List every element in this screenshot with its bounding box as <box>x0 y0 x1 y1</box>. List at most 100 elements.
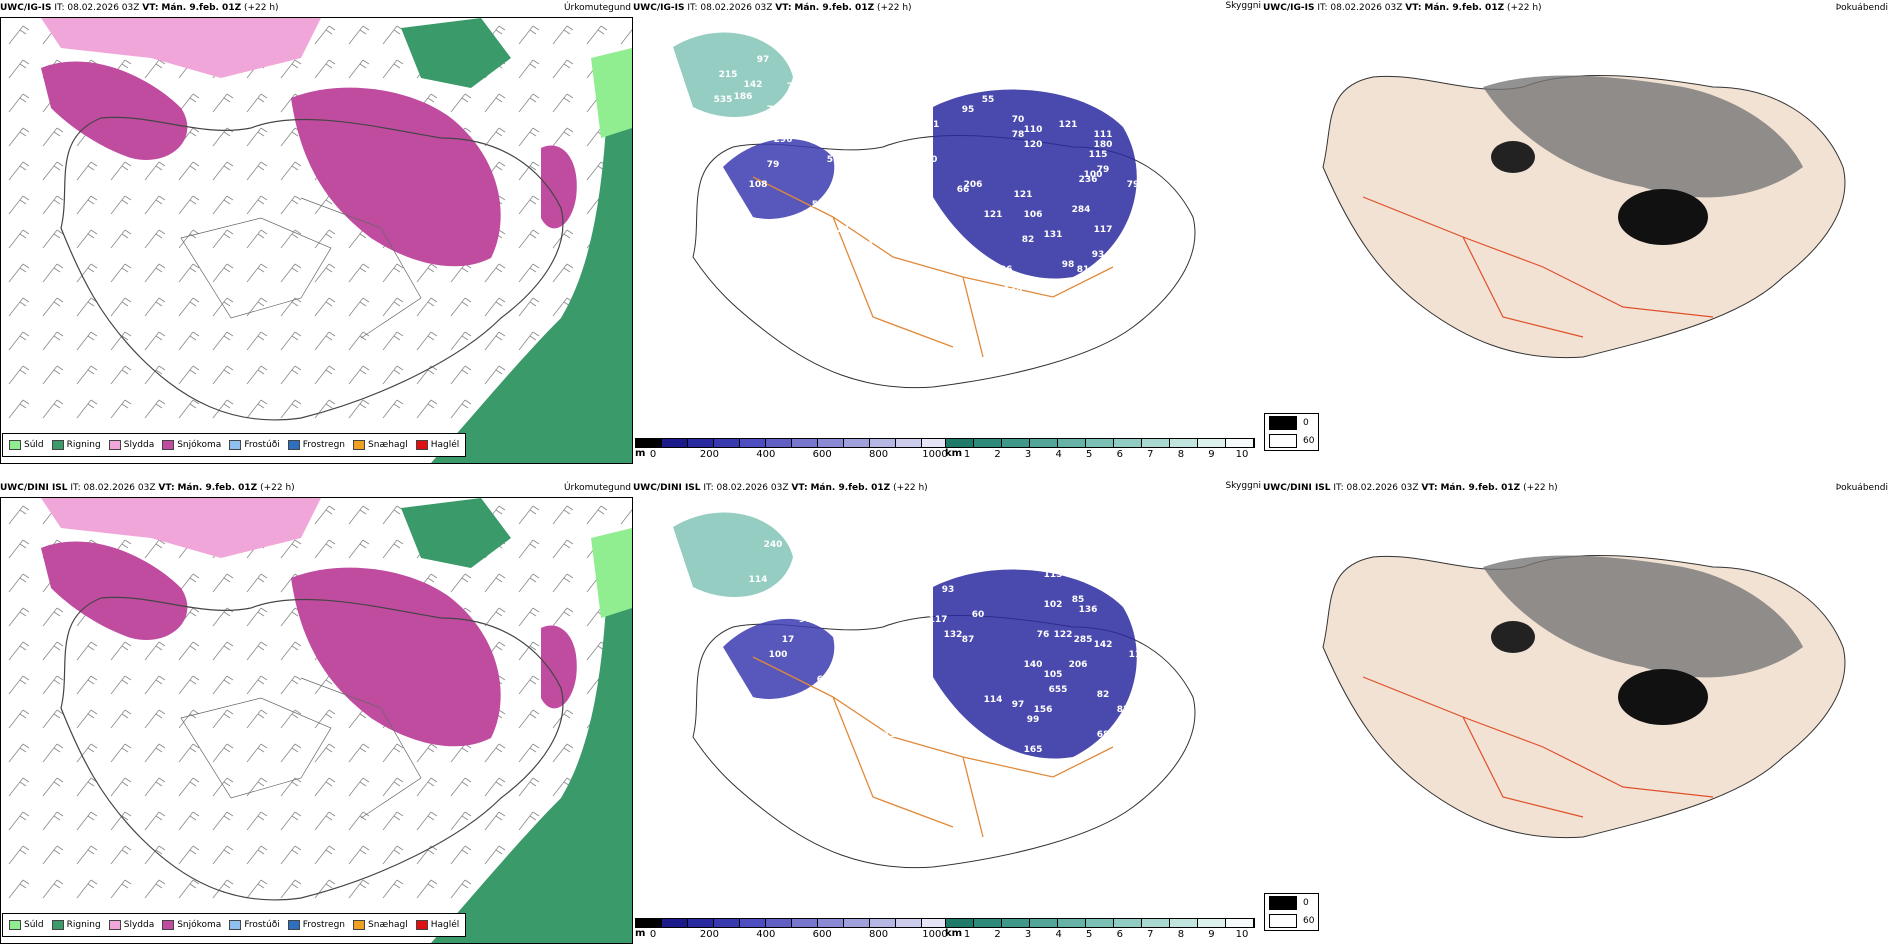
precip-map <box>0 497 633 944</box>
height-colorbar-bar <box>635 438 949 448</box>
run-label: IT: <box>70 483 81 493</box>
visibility-value-label: 98 <box>1062 260 1075 270</box>
valid-label: VT: <box>1421 483 1438 493</box>
precip-swatch <box>9 440 21 450</box>
precip-swatch <box>51 920 64 930</box>
model-name: UWC/IG-IS <box>633 3 685 13</box>
fog-legend-row: 60 <box>1265 912 1318 930</box>
precip-legend-item: Rigning <box>51 440 101 450</box>
model-name: UWC/IG-IS <box>0 3 52 13</box>
visibility-value-label: 56 <box>812 200 825 210</box>
visibility-value-label: 180 <box>1094 140 1113 150</box>
coastline <box>60 596 564 901</box>
fog-dense-area <box>1618 189 1708 245</box>
visibility-value-label: 51 <box>927 120 940 130</box>
rain-area-ne <box>401 498 511 568</box>
height-unit: m <box>635 448 646 459</box>
height-ticks: 0 200 400 600 800 1000 <box>635 929 948 941</box>
visibility-value-label: 156 <box>1034 705 1053 715</box>
lead-time: (+22 h) <box>243 3 279 13</box>
visibility-map: 97 215 142 71 535 186 73 84 296 79 108 59 56 24 86 71 72… <box>633 17 1263 427</box>
visibility-panel: UWC/DINI ISL IT: 08.02.2026 03Z VT: Mán.… <box>633 480 1263 950</box>
panel-header: UWC/DINI ISL IT: 08.02.2026 03Z VT: Mán.… <box>1263 480 1558 496</box>
visibility-value-label: 79 <box>1097 165 1110 175</box>
vis-band-ne <box>933 89 1137 279</box>
visibility-value-label: 108 <box>829 680 848 690</box>
visibility-map: 240 12 114 343 90 17 100 60 108 81 373 95 117 93 60 132… <box>633 497 1263 907</box>
drizzle-area <box>591 528 632 618</box>
run-time: 08.02.2026 03Z <box>700 3 773 13</box>
visibility-value-label: 102 <box>1044 600 1063 610</box>
visibility-value-label: 343 <box>759 600 778 610</box>
visibility-unit: km <box>945 928 963 939</box>
vis-band-nw <box>723 138 835 219</box>
lead-time: (+22 h) <box>1523 483 1558 493</box>
visibility-value-label: 115 <box>1044 570 1063 580</box>
precip-type-panel: UWC/DINI ISL IT: 08.02.2026 03Z VT: Mán.… <box>0 480 633 950</box>
visibility-value-label: 138 <box>1004 285 1023 295</box>
colorbar-tick: 1000 <box>922 929 948 940</box>
visibility-value-label: 78 <box>1012 130 1025 140</box>
visibility-value-label: 55 <box>982 95 995 105</box>
run-label: IT: <box>1317 3 1328 13</box>
visibility-value-label: 114 <box>749 575 768 585</box>
visibility-value-label: 136 <box>1079 605 1098 615</box>
precip-type-panel: UWC/IG-IS IT: 08.02.2026 03Z VT: Mán. 9.… <box>0 0 633 470</box>
visibility-value-label: 70 <box>897 715 910 725</box>
panel-title: Þokuábendi <box>1835 3 1888 13</box>
precip-legend-label: Frostúði <box>244 920 280 930</box>
snow-area-e <box>541 625 577 709</box>
roads <box>180 197 422 339</box>
visibility-value-label: 160 <box>1084 565 1103 575</box>
visibility-value-label: 79 <box>1127 180 1140 190</box>
run-time: 08.02.2026 03Z <box>1346 483 1419 493</box>
visibility-value-label: 66 <box>957 185 970 195</box>
precip-legend-label: Frostregn <box>302 920 346 930</box>
fog-swatch <box>1269 896 1297 910</box>
colorbar-tick: 3 <box>1024 929 1032 940</box>
visibility-value-label: 110 <box>1024 125 1043 135</box>
precip-legend-item: Súld <box>9 440 44 450</box>
visibility-value-label: 82 <box>1097 690 1110 700</box>
visibility-value-label: 87 <box>962 635 975 645</box>
visibility-value-label: 126 <box>1134 150 1153 160</box>
precip-map-svg <box>1 498 632 943</box>
visibility-value-label: 132 <box>944 630 963 640</box>
precip-legend: Súld Rigning Slydda Snjókoma Frostúði Frostre… <box>2 913 467 937</box>
visibility-value-label: 142 <box>744 80 763 90</box>
model-name: UWC/DINI ISL <box>1263 483 1331 493</box>
fog-map <box>1263 497 1893 897</box>
visibility-value-label: 99 <box>1027 715 1040 725</box>
low-vis-area <box>673 512 793 597</box>
vis-band-nw <box>723 618 835 699</box>
visibility-value-label: 59 <box>827 155 840 165</box>
fog-swatch <box>1269 416 1297 430</box>
precip-swatch <box>287 440 300 450</box>
precip-legend-item: Frostregn <box>287 440 345 450</box>
visibility-value-label: 97 <box>757 55 770 65</box>
precip-legend-item: Frostúði <box>229 440 280 450</box>
fog-legend-row: 0 <box>1265 894 1318 912</box>
colorbar-tick: 600 <box>812 929 832 940</box>
model-name: UWC/DINI ISL <box>633 483 701 493</box>
fog-shade-north <box>1483 75 1803 198</box>
coastline <box>60 116 564 421</box>
colorbar-tick: 0 <box>649 929 657 940</box>
snow-area-nw <box>41 61 188 160</box>
precip-swatch <box>415 440 428 450</box>
precip-swatch <box>162 440 175 450</box>
fog-legend-label: 0 <box>1303 898 1309 908</box>
valid-label: VT: <box>142 3 159 13</box>
drizzle-area <box>591 48 632 138</box>
fog-map-svg <box>1322 554 1846 839</box>
visibility-value-label: 82 <box>1022 235 1035 245</box>
forecast-row: UWC/DINI ISL IT: 08.02.2026 03Z VT: Mán.… <box>0 480 1900 950</box>
precip-legend-label: Frostúði <box>244 440 280 450</box>
fog-swatch <box>1269 434 1297 448</box>
valid-label: VT: <box>1405 3 1422 13</box>
roads <box>180 677 422 819</box>
precip-swatch <box>353 920 366 930</box>
colorbar-tick: 6 <box>1116 449 1123 460</box>
